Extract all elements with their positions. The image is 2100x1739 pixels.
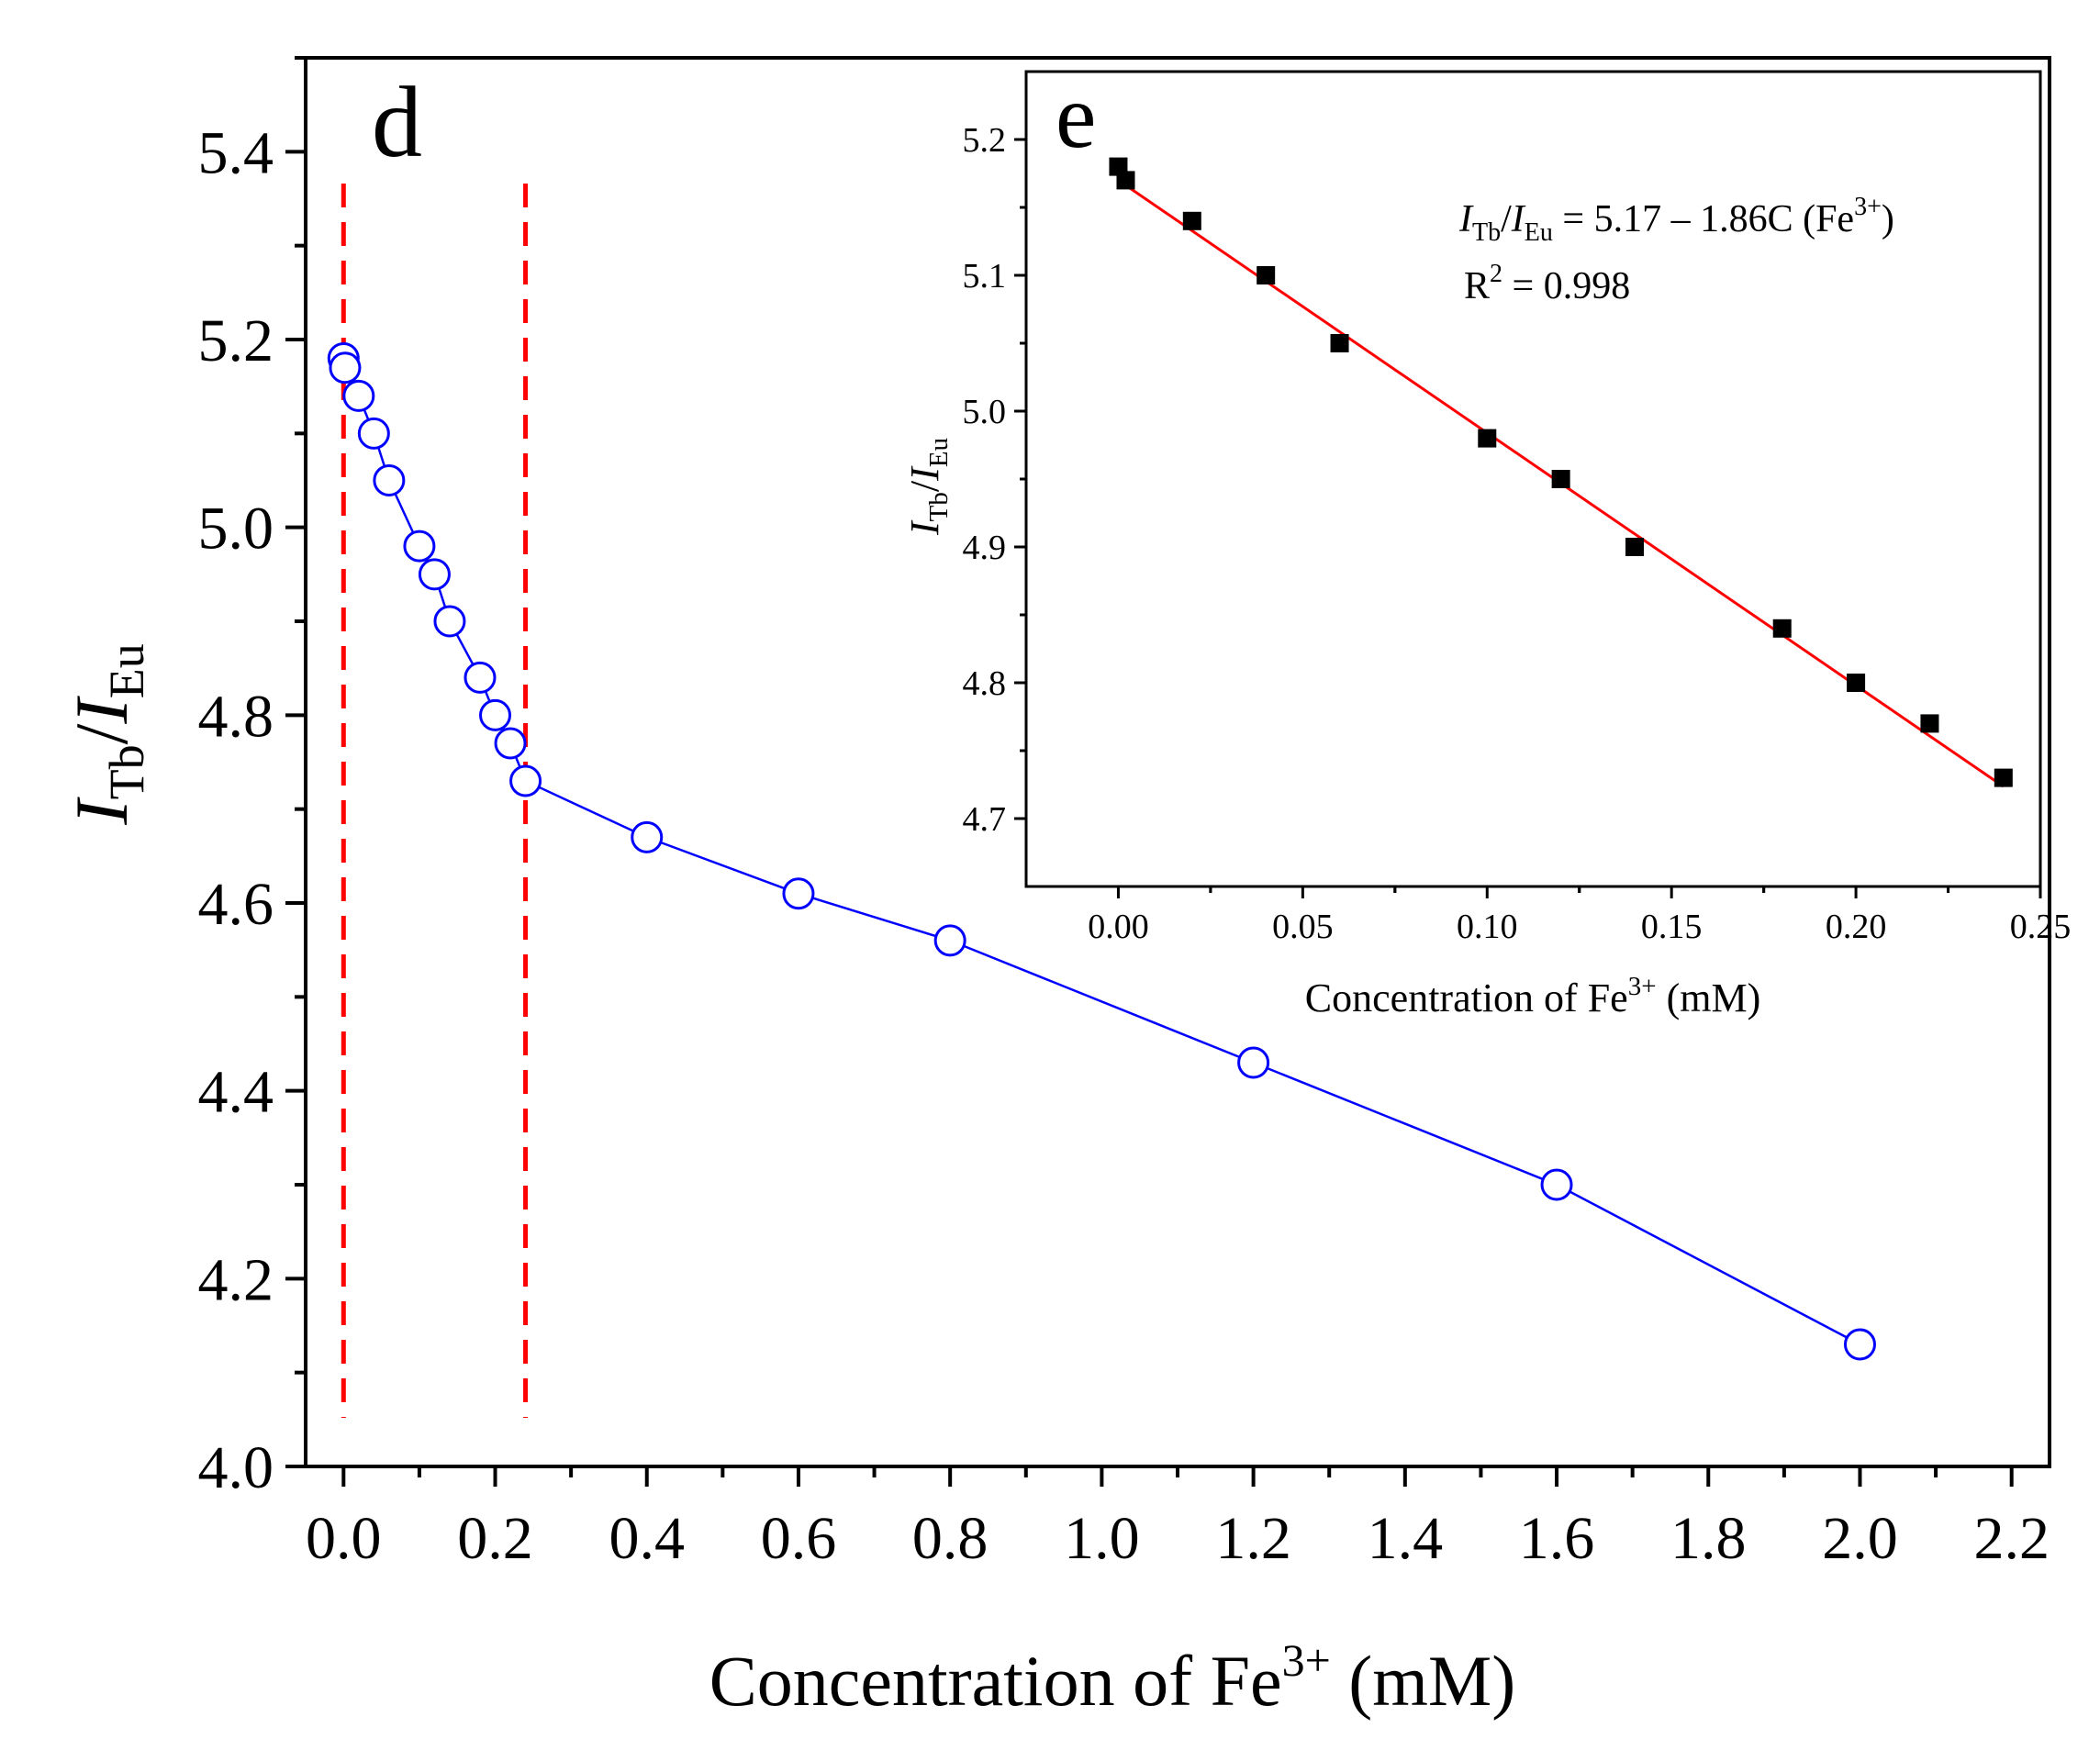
main-y-tick-label: 4.0 <box>198 1434 274 1501</box>
inset-plot-frame <box>1024 70 2042 888</box>
main-x-tick-label: 1.6 <box>1519 1505 1595 1572</box>
panel-label-e: e <box>1056 65 1096 167</box>
inset-y-axis: 4.7 4.8 4.9 5.0 5.1 5.2 <box>963 121 1026 839</box>
inset-data-point <box>1847 674 1866 692</box>
inset-chart: 4.74.84.95.05.15.2 0.00 0.05 0.10 0.15 0.20 0… <box>902 65 2071 1020</box>
inset-x-tick-label: 0.10 <box>1457 908 1518 946</box>
main-data-point <box>509 764 542 797</box>
inset-data-point <box>1116 171 1135 190</box>
inset-data-point <box>1920 714 1939 733</box>
inset-x-tick-label: 0.00 <box>1088 908 1149 946</box>
inset-data-point <box>1994 768 2013 787</box>
inset-x-tick-label: 0.05 <box>1272 908 1334 946</box>
main-x-axis: 0.0 0.2 0.4 0.6 0.8 1.0 1.2 1.4 1.6 1.8 2.0 2.2 <box>306 1466 2050 1572</box>
main-data-point <box>342 379 375 412</box>
main-y-tick-label: 4.2 <box>198 1246 274 1313</box>
main-data-point <box>631 820 664 853</box>
main-y-axis-title: ITb/IEu <box>60 643 154 825</box>
inset-x-tick-label: 0.25 <box>2010 908 2072 946</box>
inset-data-point <box>1625 538 1644 556</box>
main-data-point <box>782 877 815 910</box>
main-x-tick-label: 1.2 <box>1215 1505 1291 1572</box>
inset-x-axis-title: Concentration of Fe3+ (mM) <box>1305 972 1760 1020</box>
main-x-tick-label: 1.8 <box>1670 1505 1747 1572</box>
inset-data-point <box>1182 211 1201 230</box>
main-data-point <box>494 727 527 760</box>
inset-y-tick-label: 4.9 <box>963 529 1007 567</box>
inset-data-point <box>1330 334 1349 352</box>
main-data-point <box>464 661 497 694</box>
main-y-tick-label: 5.2 <box>198 307 274 374</box>
main-x-tick-label: 2.0 <box>1822 1505 1898 1572</box>
inset-data-point <box>1772 619 1792 638</box>
main-x-tick-label: 2.2 <box>1973 1505 2050 1572</box>
inset-x-tick-label: 0.20 <box>1826 908 1887 946</box>
main-data-point <box>373 464 406 496</box>
main-data-point <box>479 698 512 731</box>
inset-data-point <box>1257 266 1276 284</box>
main-data-point <box>418 558 451 591</box>
main-x-tick-label: 0.2 <box>457 1505 533 1572</box>
main-reference-lines <box>341 184 529 1418</box>
inset-y-axis-title: ITb/IEu <box>902 438 954 536</box>
main-y-tick-label: 5.0 <box>198 496 274 563</box>
main-data-point <box>1540 1168 1573 1201</box>
inset-x-tick-label: 0.15 <box>1641 908 1703 946</box>
inset-y-tick-label: 4.8 <box>963 664 1007 703</box>
main-y-axis: 4.0 4.2 4.4 4.6 4.8 5.0 5.2 5.4 <box>198 56 306 1501</box>
main-x-tick-label: 0.6 <box>761 1505 837 1572</box>
fit-equation: ITb/IEu = 5.17 – 1.86C (Fe3+) <box>1458 193 1894 247</box>
main-y-tick-label: 4.8 <box>198 683 274 750</box>
inset-y-tick-label: 5.2 <box>963 121 1007 160</box>
main-data-point <box>1237 1046 1270 1079</box>
main-x-tick-label: 0.8 <box>912 1505 989 1572</box>
inset-x-axis: 0.00 0.05 0.10 0.15 0.20 0.25 <box>1088 886 2071 946</box>
main-x-tick-label: 1.4 <box>1368 1505 1444 1572</box>
main-data-point <box>357 417 390 450</box>
inset-y-tick-label: 4.7 <box>963 800 1007 839</box>
main-x-axis-title: Concentration of Fe3+ (mM) <box>709 1634 1516 1721</box>
main-x-tick-label: 0.4 <box>609 1505 685 1572</box>
main-x-tick-label: 0.0 <box>306 1505 382 1572</box>
r-squared: R2 = 0.998 <box>1464 260 1630 307</box>
main-chart: 4.0 4.2 4.4 4.6 4.8 5.0 5.2 5.4 0.0 0.2 0.4 0.6 0.8… <box>60 56 2051 1721</box>
main-y-tick-label: 5.4 <box>198 119 274 186</box>
inset-y-tick-label: 5.0 <box>963 393 1007 431</box>
main-y-tick-label: 4.6 <box>198 871 274 938</box>
main-x-tick-label: 1.0 <box>1064 1505 1140 1572</box>
inset-data-point <box>1551 470 1570 488</box>
main-y-tick-label: 4.4 <box>198 1059 274 1126</box>
inset-series <box>1109 157 2013 787</box>
inset-y-tick-label: 5.1 <box>963 257 1007 295</box>
main-data-point <box>433 605 466 638</box>
main-data-point <box>1843 1328 1876 1361</box>
inset-data-point <box>1478 429 1497 448</box>
main-data-point <box>403 530 436 563</box>
main-data-point <box>933 924 966 957</box>
panel-label-d: d <box>372 66 422 178</box>
main-series <box>327 341 1876 1361</box>
main-data-point <box>329 351 362 385</box>
